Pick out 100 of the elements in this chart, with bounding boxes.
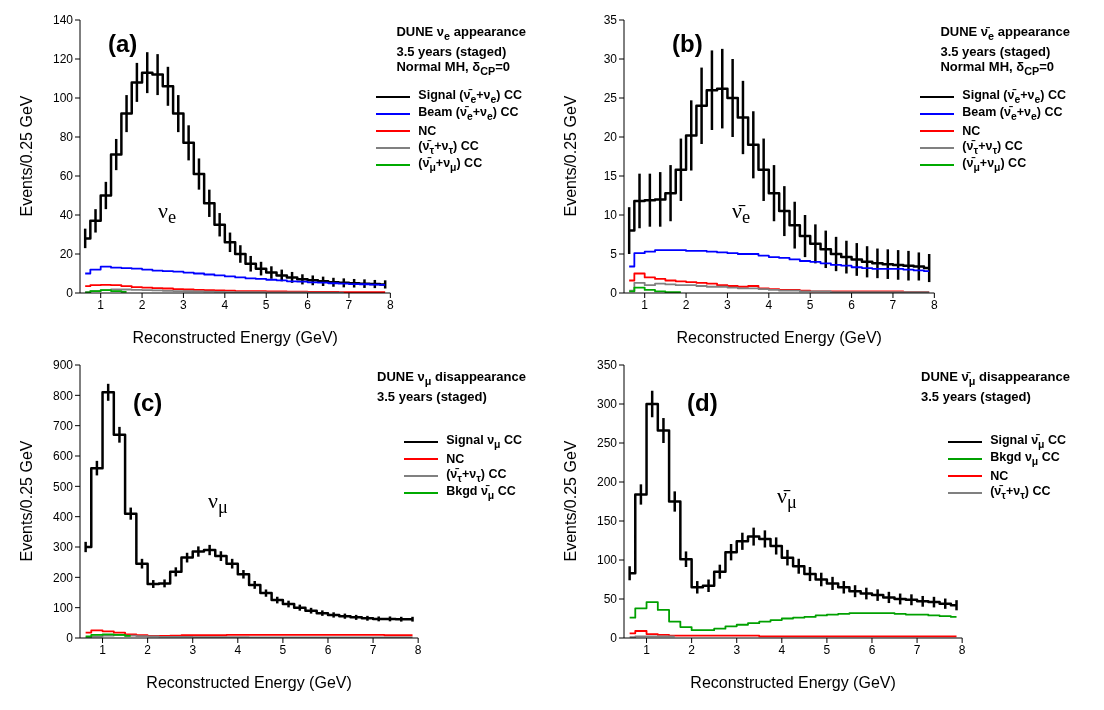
x-tick-label: 4: [234, 642, 242, 657]
annotation: ν̄$_{e}$: [732, 198, 751, 228]
x-tick-label: 3: [189, 642, 197, 657]
annotation: (b): [672, 30, 703, 57]
x-tick-label: 8: [931, 297, 938, 312]
y-tick-label: 140: [52, 13, 74, 28]
y-tick-label: 200: [52, 570, 74, 585]
text: DUNE ν̄$_{e}$ appearance: [940, 24, 1070, 42]
x-tick-label: 2: [682, 297, 690, 312]
y-tick-label: 5: [610, 247, 618, 262]
x-axis-title: Reconstructed Energy (GeV): [146, 674, 352, 691]
legend-label: (ν̄$_{τ}$+ν$_{τ}$) CC: [962, 139, 1023, 156]
legend-label: Beam (ν̄$_{e}$+ν$_{e}$) CC: [962, 105, 1063, 122]
y-tick-label: 300: [596, 397, 618, 412]
y-axis-title: Events/0.25 GeV: [561, 440, 579, 562]
y-tick-label: 20: [603, 130, 618, 145]
x-tick-label: 4: [778, 642, 786, 657]
y-tick-label: 20: [59, 247, 74, 262]
y-tick-label: 100: [52, 91, 74, 106]
x-tick-label: 2: [144, 642, 152, 657]
x-tick-label: 6: [324, 642, 332, 657]
annotation: ν̄$_{μ}$: [777, 483, 797, 513]
y-tick-label: 100: [52, 600, 74, 615]
legend-label: Bkgd ν$_{μ}$ CC: [990, 450, 1060, 467]
y-axis-title: Events/0.25 GeV: [17, 95, 35, 217]
legend-label: Beam (ν̄$_{e}$+ν$_{e}$) CC: [418, 105, 519, 122]
legend-label: Signal ν̄$_{μ}$ CC: [990, 433, 1066, 450]
y-tick-label: 0: [610, 631, 618, 646]
text: 3.5 years (staged) Normal MH, δ$_{CP}$=0: [396, 43, 511, 77]
y-tick-label: 15: [603, 169, 618, 184]
x-tick-label: 3: [724, 297, 732, 312]
y-tick-label: 0: [66, 631, 74, 646]
x-tick-label: 5: [806, 297, 814, 312]
y-tick-label: 0: [610, 286, 618, 301]
x-tick-label: 1: [99, 642, 107, 657]
annotation: (c): [133, 389, 163, 416]
x-tick-label: 7: [913, 642, 921, 657]
legend-label: Signal (ν̄$_{e}$+ν$_{e}$) CC: [962, 88, 1066, 105]
x-tick-label: 3: [180, 297, 188, 312]
legend-label: (ν̄$_{τ}$+ν$_{τ}$) CC: [418, 139, 479, 156]
text: 3.5 years (staged): [377, 388, 487, 404]
y-tick-label: 600: [52, 449, 74, 464]
x-tick-label: 7: [889, 297, 897, 312]
legend-label: NC: [446, 451, 465, 466]
x-axis-title: Reconstructed Energy (GeV): [676, 329, 882, 346]
annotation: ν$_{μ}$: [208, 488, 228, 518]
x-tick-label: 6: [848, 297, 856, 312]
y-tick-label: 40: [59, 208, 74, 223]
y-tick-label: 900: [52, 358, 74, 373]
annotation: (a): [108, 30, 138, 57]
y-axis-title: Events/0.25 GeV: [17, 440, 35, 562]
legend-label: (ν̄$_{τ}$+ν$_{τ}$) CC: [990, 484, 1051, 501]
y-tick-label: 60: [59, 169, 74, 184]
x-tick-label: 8: [414, 642, 422, 657]
y-tick-label: 300: [52, 540, 74, 555]
y-tick-label: 500: [52, 479, 74, 494]
y-tick-label: 250: [596, 436, 618, 451]
y-tick-label: 150: [596, 514, 618, 529]
x-tick-label: 6: [304, 297, 312, 312]
annotation: (d): [687, 389, 718, 416]
x-tick-label: 5: [279, 642, 287, 657]
legend-label: Signal ν$_{μ}$ CC: [446, 433, 522, 450]
y-tick-label: 50: [603, 592, 618, 607]
x-tick-label: 1: [643, 642, 651, 657]
text: DUNE ν̄$_{μ}$ disappearance: [921, 369, 1070, 387]
y-tick-label: 800: [52, 388, 74, 403]
y-tick-label: 200: [596, 475, 618, 490]
y-tick-label: 700: [52, 418, 74, 433]
y-tick-label: 350: [596, 358, 618, 373]
y-tick-label: 35: [603, 13, 618, 28]
legend-label: NC: [418, 123, 437, 138]
legend-label: NC: [962, 123, 981, 138]
x-tick-label: 7: [369, 642, 377, 657]
x-tick-label: 5: [262, 297, 270, 312]
text: DUNE ν$_{e}$ appearance: [396, 24, 526, 42]
x-tick-label: 6: [868, 642, 876, 657]
x-tick-label: 4: [221, 297, 229, 312]
x-tick-label: 4: [765, 297, 773, 312]
x-axis-title: Reconstructed Energy (GeV): [132, 329, 338, 346]
x-tick-label: 1: [641, 297, 649, 312]
legend-label: Bkgd ν̄$_{μ}$ CC: [446, 484, 516, 501]
y-tick-label: 0: [66, 286, 74, 301]
y-tick-label: 400: [52, 509, 74, 524]
legend-label: (ν̄$_{τ}$+ν$_{τ}$) CC: [446, 467, 507, 484]
x-axis-title: Reconstructed Energy (GeV): [690, 674, 896, 691]
x-tick-label: 5: [823, 642, 831, 657]
legend-label: Signal (ν̄$_{e}$+ν$_{e}$) CC: [418, 88, 522, 105]
y-tick-label: 80: [59, 130, 74, 145]
text: DUNE ν$_{μ}$ disappearance: [377, 369, 526, 387]
y-tick-label: 10: [603, 208, 618, 223]
y-tick-label: 25: [603, 91, 618, 106]
x-tick-label: 7: [345, 297, 353, 312]
x-tick-label: 2: [138, 297, 146, 312]
y-tick-label: 30: [603, 52, 618, 67]
y-tick-label: 120: [52, 52, 74, 67]
x-tick-label: 2: [688, 642, 696, 657]
x-tick-label: 1: [97, 297, 105, 312]
annotation: ν$_{e}$: [158, 198, 177, 228]
legend-label: (ν̄$_{μ}$+ν$_{μ}$) CC: [962, 156, 1027, 173]
legend-label: (ν̄$_{μ}$+ν$_{μ}$) CC: [418, 156, 483, 173]
